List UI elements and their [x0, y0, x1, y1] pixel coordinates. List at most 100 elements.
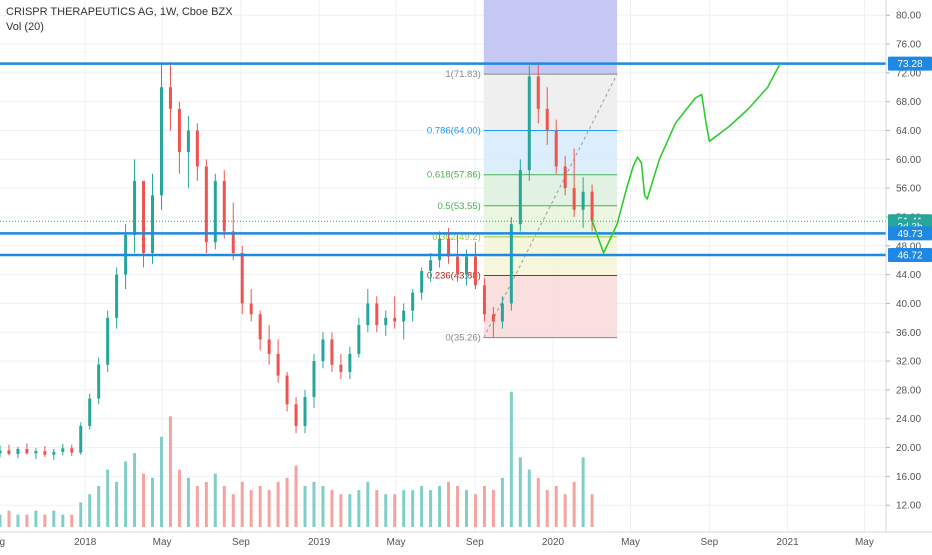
candle-body[interactable] — [25, 448, 29, 454]
price-axis-label: 80.00 — [896, 11, 921, 22]
candle-body[interactable] — [581, 191, 585, 210]
candle-body[interactable] — [0, 450, 2, 454]
candle-body[interactable] — [276, 353, 280, 376]
fib-zone — [483, 74, 618, 131]
candle-body[interactable] — [7, 450, 11, 455]
candle-body[interactable] — [115, 274, 119, 318]
time-axis-label: May — [621, 537, 640, 548]
candle-body[interactable] — [195, 130, 199, 167]
volume-bar — [177, 469, 181, 527]
price-tag[interactable] — [888, 56, 932, 71]
candle-body[interactable] — [545, 108, 549, 131]
candle-body[interactable] — [88, 398, 92, 426]
candle-body[interactable] — [500, 303, 504, 322]
candle-body[interactable] — [491, 314, 495, 322]
volume-bar — [366, 481, 370, 527]
candle-body[interactable] — [43, 451, 47, 455]
candle-body[interactable] — [16, 448, 20, 455]
candle-body[interactable] — [536, 76, 540, 109]
candle-body[interactable] — [420, 271, 424, 293]
volume-bar — [151, 477, 155, 527]
volume-bar — [491, 490, 495, 527]
price-tag[interactable] — [888, 226, 932, 241]
candle-body[interactable] — [34, 451, 38, 454]
candle-body[interactable] — [142, 180, 146, 253]
candle-body[interactable] — [456, 256, 460, 275]
candle-body[interactable] — [509, 224, 513, 304]
candle-body[interactable] — [106, 317, 110, 365]
candle-body[interactable] — [267, 339, 271, 354]
volume-bar — [16, 514, 20, 527]
candle-body[interactable] — [438, 238, 442, 261]
volume-bar — [168, 416, 172, 527]
candle-body[interactable] — [249, 303, 253, 315]
candle-body[interactable] — [97, 364, 101, 399]
candle-body[interactable] — [563, 166, 567, 189]
volume-bar — [572, 481, 576, 527]
candle-body[interactable] — [572, 188, 576, 210]
candle-body[interactable] — [312, 361, 316, 398]
candle-body[interactable] — [168, 87, 172, 109]
symbol-title[interactable]: CRISPR THERAPEUTICS AG, 1W, Cboe BZX — [6, 6, 233, 18]
candle-body[interactable] — [554, 130, 558, 167]
candle-body[interactable] — [240, 252, 244, 304]
candle-body[interactable] — [375, 303, 379, 326]
time-axis-label: Sep — [700, 537, 718, 548]
volume-bar — [554, 486, 558, 527]
candle-body[interactable] — [464, 256, 468, 275]
candle-body[interactable] — [159, 87, 163, 196]
candle-body[interactable] — [321, 339, 325, 362]
candle-body[interactable] — [151, 195, 155, 253]
price-tag[interactable] — [888, 248, 932, 263]
candle-body[interactable] — [339, 364, 343, 372]
candle-body[interactable] — [70, 448, 74, 453]
candle-body[interactable] — [204, 166, 208, 243]
time-axis-label: May — [153, 537, 172, 548]
candle-body[interactable] — [518, 170, 522, 225]
candle-body[interactable] — [222, 180, 226, 232]
fib-level-label: 0(35.26) — [445, 333, 480, 344]
volume-bar — [115, 481, 119, 527]
fib-level-label: 0.786(64.00) — [427, 125, 481, 136]
candle-body[interactable] — [177, 108, 181, 153]
volume-bar — [159, 436, 163, 527]
candle-body[interactable] — [357, 325, 361, 354]
fib-level-label: 0.5(53.55) — [437, 201, 480, 212]
candle-body[interactable] — [482, 285, 486, 315]
candle-body[interactable] — [133, 180, 137, 235]
candle-body[interactable] — [303, 397, 307, 426]
candle-body[interactable] — [384, 317, 388, 326]
candle-body[interactable] — [285, 375, 289, 405]
candle-body[interactable] — [447, 238, 451, 257]
candle-body[interactable] — [473, 256, 477, 286]
candle-body[interactable] — [79, 425, 83, 453]
candle-body[interactable] — [213, 180, 217, 243]
candle-body[interactable] — [366, 303, 370, 326]
candle-body[interactable] — [393, 317, 397, 322]
volume-bar — [88, 494, 92, 527]
volume-bar — [321, 486, 325, 527]
projection-brush-drawing[interactable] — [591, 63, 781, 254]
volume-bar — [312, 481, 316, 527]
candle-body[interactable] — [590, 191, 594, 222]
volume-indicator-label[interactable]: Vol (20) — [6, 21, 44, 33]
candle-body[interactable] — [429, 260, 433, 272]
candle-body[interactable] — [231, 231, 235, 253]
candle-body[interactable] — [348, 353, 352, 372]
price-tag-label: 46.72 — [897, 251, 922, 262]
candle-body[interactable] — [402, 310, 406, 322]
candle-body[interactable] — [294, 404, 298, 426]
fib-zone — [483, 130, 618, 175]
volume-bar — [473, 494, 477, 527]
candle-body[interactable] — [411, 292, 415, 311]
candle-body[interactable] — [61, 448, 65, 452]
candle-body[interactable] — [186, 130, 190, 153]
candle-body[interactable] — [330, 339, 334, 365]
volume-bar — [294, 465, 298, 527]
candle-body[interactable] — [52, 451, 56, 455]
candle-body[interactable] — [527, 76, 531, 171]
volume-bar — [213, 473, 217, 527]
candle-body[interactable] — [258, 314, 262, 340]
